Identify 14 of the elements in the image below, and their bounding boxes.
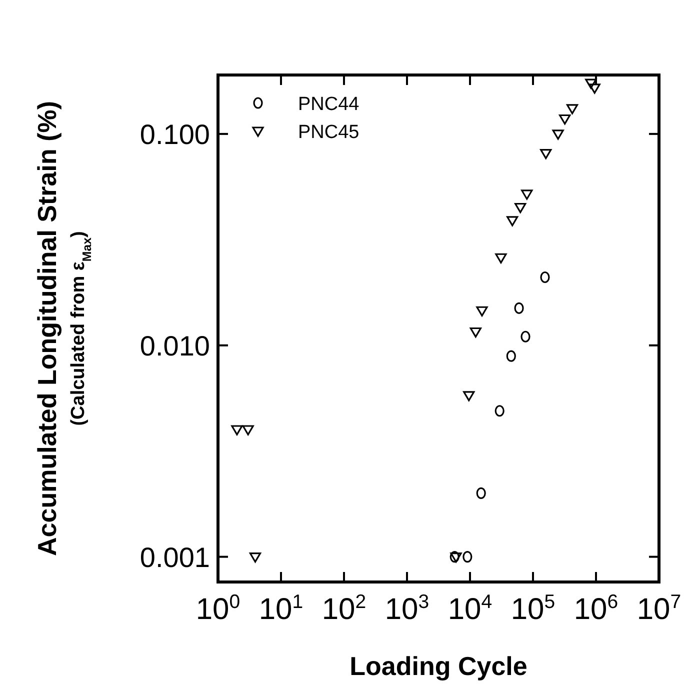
y-tick-label: 0.100	[140, 118, 210, 150]
x-tick-label: 10$^{7}$	[636, 591, 682, 626]
legend-label: PNC45	[298, 122, 360, 143]
y-tick-label: 0.010	[140, 330, 210, 362]
x-tick-label: 10$^{3}$	[384, 591, 430, 626]
x-tick-label: 10$^{6}$	[574, 591, 618, 626]
x-tick-label: 10$^{5}$	[510, 591, 556, 626]
x-axis-title: Loading Cycle	[350, 651, 528, 681]
x-tick-label: 10$^{4}$	[448, 591, 492, 626]
legend-label: PNC44	[298, 94, 360, 115]
x-tick-label: 10$^{1}$	[258, 591, 304, 626]
y-tick-label: 0.001	[140, 542, 210, 573]
x-tick-label: 10$^{2}$	[322, 591, 366, 626]
x-tick-label: 10$^{0}$	[196, 591, 240, 626]
